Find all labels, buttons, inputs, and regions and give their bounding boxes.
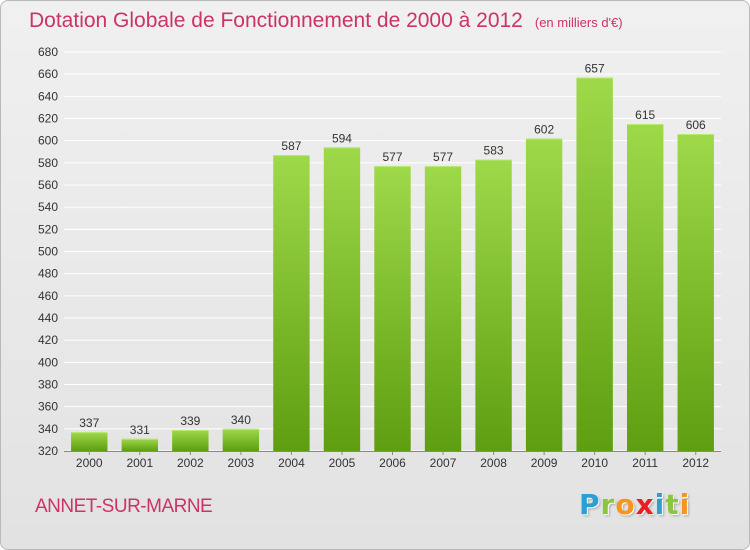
chart-title: Dotation Globale de Fonctionnement de 20… [29,9,623,33]
chart-unit: (en milliers d'€) [534,15,623,30]
y-tick-label: 600 [38,134,58,148]
y-tick-label: 480 [38,267,58,281]
bar [475,159,512,451]
data-label: 337 [79,416,99,430]
x-tick-label: 2002 [177,456,204,470]
x-tick-label: 2005 [329,456,356,470]
bar [424,166,462,452]
commune-name: ANNET-SUR-MARNE [35,496,213,517]
y-tick-label: 500 [38,245,58,259]
y-tick-label: 620 [38,112,58,126]
y-tick-label: 420 [38,333,58,347]
bar [576,77,613,451]
data-label: 594 [332,131,352,145]
bar [273,155,310,451]
y-tick-label: 680 [38,45,58,59]
x-tick-label: 2000 [76,456,103,470]
y-tick-label: 660 [38,67,58,81]
y-tick-label: 400 [38,355,58,369]
data-label: 602 [534,122,554,136]
x-tick-label: 2006 [379,456,406,470]
x-tick-label: 2004 [278,456,305,470]
x-tick-label: 2003 [228,456,255,470]
data-label: 606 [686,118,706,132]
bar [374,166,411,452]
data-label: 339 [180,414,200,428]
logo-letter: x [635,488,655,521]
y-tick-label: 520 [38,222,58,236]
logo-letter: i [679,488,691,521]
x-tick-label: 2008 [480,456,507,470]
proxiti-logo: Proxiti [579,488,690,521]
data-label: 577 [382,150,402,164]
data-label: 657 [585,61,605,75]
x-axis-ticks: 2000 2001 2002 2003 2004 2005 2006 2007 2008 2009… [76,451,709,470]
x-tick-label: 2001 [126,456,153,470]
y-tick-label: 440 [38,311,58,325]
y-tick-label: 580 [38,156,58,170]
bar [172,429,209,451]
data-label: 615 [635,108,655,122]
bar [323,147,361,452]
bar [121,438,159,451]
data-label: 577 [433,150,453,164]
logo-letter: o [615,488,636,521]
x-tick-label: 2007 [430,456,457,470]
bar [626,124,664,452]
bar [71,432,108,451]
bar [677,134,714,451]
bar [222,428,260,451]
data-label: 331 [130,423,150,437]
y-axis-ticks: 320 340 360 380 400 420 440 460 480 500 520 540 560 5… [38,45,58,458]
data-label: 583 [484,144,504,158]
x-tick-label: 2010 [581,456,608,470]
bar [525,138,563,451]
logo-letter: i [654,488,666,521]
data-label: 340 [231,413,251,427]
y-tick-label: 640 [38,89,58,103]
chart-title-text: Dotation Globale de Fonctionnement de 20… [29,9,523,32]
y-tick-label: 460 [38,289,58,303]
y-tick-label: 380 [38,378,58,392]
x-tick-label: 2009 [531,456,558,470]
data-labels: 337 331 339 340 587 594 577 577 583 602 657 615 606 [79,61,706,436]
x-tick-label: 2011 [632,456,658,470]
x-tick-label: 2012 [682,456,709,470]
y-tick-label: 320 [38,444,58,458]
data-label: 587 [281,139,301,153]
bars [71,77,714,452]
logo-letter: P [579,488,601,521]
y-tick-label: 540 [38,200,58,214]
y-tick-label: 560 [38,178,58,192]
y-tick-label: 340 [38,422,58,436]
y-tick-label: 360 [38,400,58,414]
logo-letter: r [600,488,616,521]
logo-letter: t [665,488,680,521]
